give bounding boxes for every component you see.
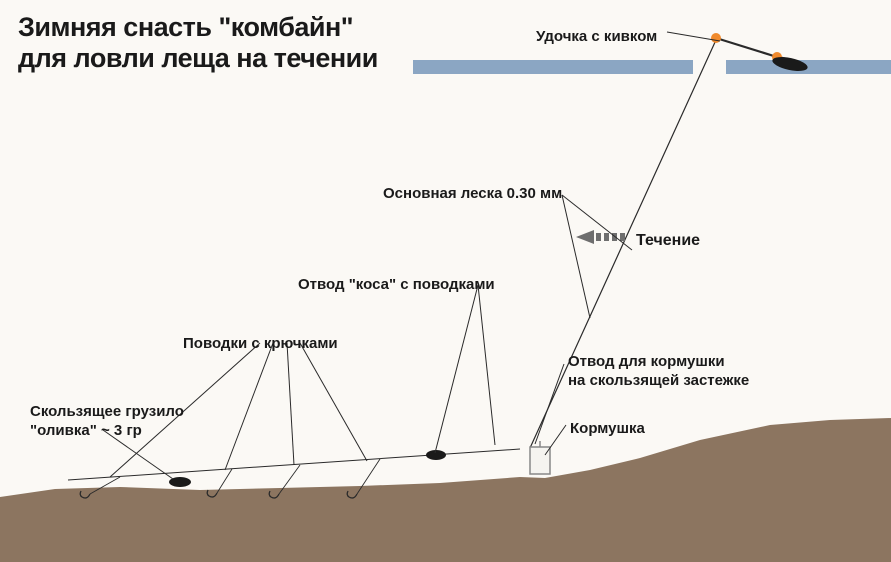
label-current: Течение [636,232,700,250]
label-mainline: Основная леска 0.30 мм [383,185,562,202]
pointer-lines [103,32,720,479]
label-feeder-branch: Отвод для кормушки [568,353,725,370]
label-branch: Отвод "коса" с поводками [298,276,495,293]
diagram-title: Зимняя снасть "комбайн" для ловли леща н… [18,12,378,74]
title-line2: для ловли леща на течении [18,43,378,74]
olive-sinker [426,450,446,460]
title-line1: Зимняя снасть "комбайн" [18,12,378,43]
rod-joint-a [711,33,721,43]
ice-layer [413,60,891,74]
label-feeder: Кормушка [570,420,645,437]
label-sinker2: "оливка" ~ 3 гр [30,422,142,439]
label-hooks: Поводки с крючками [183,335,338,352]
riverbed [0,418,891,562]
label-sinker1: Скользящее грузило [30,403,184,420]
label-feeder-branch2: на скользящей застежке [568,372,749,389]
rod-seg1 [716,38,777,57]
ice-block [726,60,891,74]
current-arrow [576,230,625,244]
ice-block [413,60,693,74]
label-rod: Удочка с кивком [536,28,657,45]
feeder-rect [530,447,550,474]
feeder-box [530,441,550,474]
